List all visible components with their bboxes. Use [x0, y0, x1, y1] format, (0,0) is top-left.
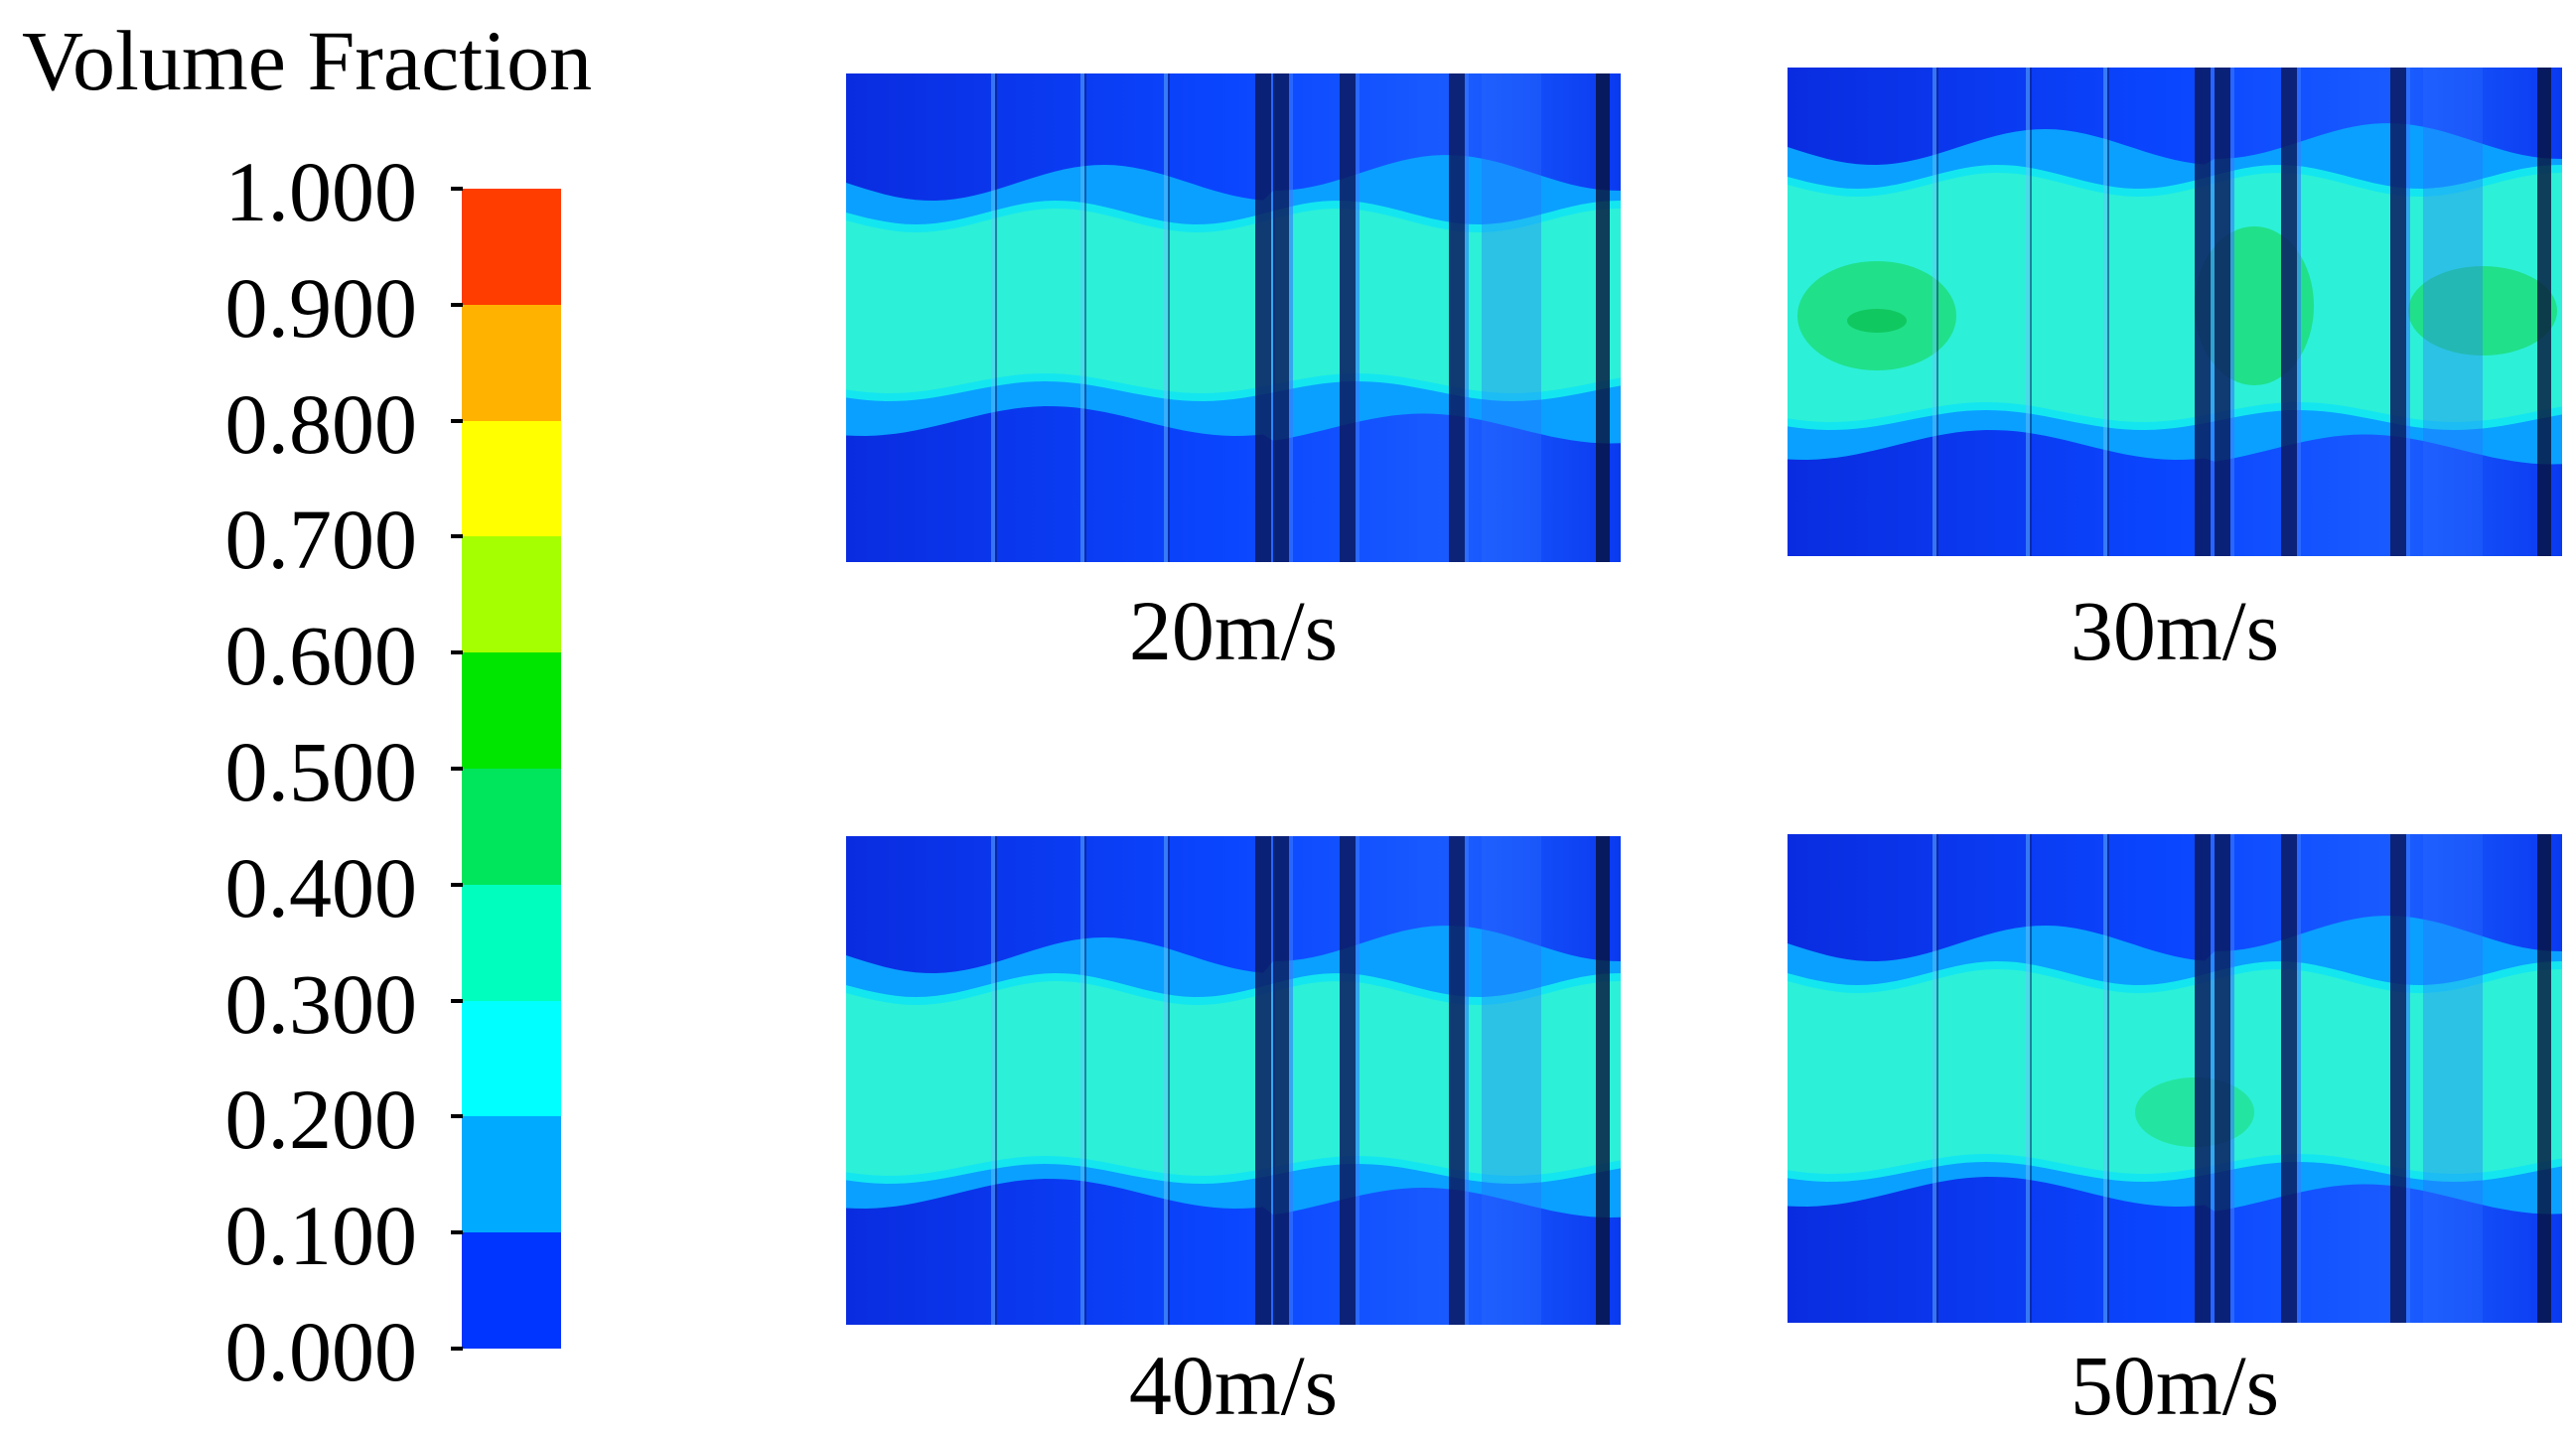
- colorbar-tick-mark: [451, 187, 463, 191]
- colorbar-segment: [462, 304, 561, 422]
- colorbar-segment: [462, 189, 561, 306]
- contour-plot: [846, 73, 1621, 562]
- colorbar-segment: [462, 1116, 561, 1233]
- contour-panel-40: [846, 836, 1621, 1325]
- contour-panel-20: [846, 73, 1621, 562]
- colorbar-tick-mark: [451, 650, 463, 655]
- colorbar-segment: [462, 652, 561, 770]
- colorbar-tick-label: 1.000: [224, 144, 418, 239]
- colorbar-tick-label: 0.100: [224, 1188, 418, 1284]
- colorbar-tick-label: 0.500: [224, 724, 418, 819]
- colorbar-tick-label: 0.800: [224, 375, 418, 472]
- panel-caption-30: 30m/s: [2070, 583, 2280, 678]
- colorbar-segment: [462, 884, 561, 1002]
- colorbar-tick-label: 0.700: [224, 492, 418, 588]
- colorbar-tick-mark: [451, 1114, 463, 1119]
- colorbar-tick-mark: [451, 767, 463, 771]
- colorbar-tick-label: 0.400: [224, 839, 418, 935]
- colorbar-tick-label: 0.200: [224, 1072, 418, 1168]
- colorbar-tick-mark: [451, 882, 463, 887]
- colorbar-tick-mark: [451, 302, 463, 307]
- colorbar-tick-mark: [451, 998, 463, 1003]
- contour-plot: [846, 836, 1621, 1325]
- colorbar-tick-mark: [451, 1347, 463, 1351]
- colorbar-segment: [462, 769, 561, 886]
- legend-title: Volume Fraction: [22, 13, 593, 108]
- colorbar-tick-mark: [451, 534, 463, 539]
- colorbar: [462, 189, 561, 1350]
- contour-panel-30: [1788, 68, 2562, 556]
- colorbar-segment: [462, 1000, 561, 1117]
- contour-panel-50: [1788, 834, 2562, 1323]
- panel-caption-20: 20m/s: [1128, 583, 1339, 678]
- panel-caption-40: 40m/s: [1128, 1338, 1339, 1433]
- colorbar-tick-label: 0.900: [224, 259, 418, 356]
- colorbar-tick-mark: [451, 1230, 463, 1235]
- contour-plot: [1788, 834, 2562, 1323]
- panel-caption-50: 50m/s: [2070, 1338, 2280, 1433]
- contour-plot: [1788, 68, 2562, 556]
- colorbar-tick-mark: [451, 418, 463, 423]
- colorbar-tick-label: 0.300: [224, 955, 418, 1052]
- colorbar-tick-label: 0.600: [224, 608, 418, 704]
- colorbar-segment: [462, 420, 561, 537]
- colorbar-segment: [462, 1232, 561, 1350]
- colorbar-tick-label: 0.000: [224, 1304, 418, 1399]
- colorbar-segment: [462, 536, 561, 653]
